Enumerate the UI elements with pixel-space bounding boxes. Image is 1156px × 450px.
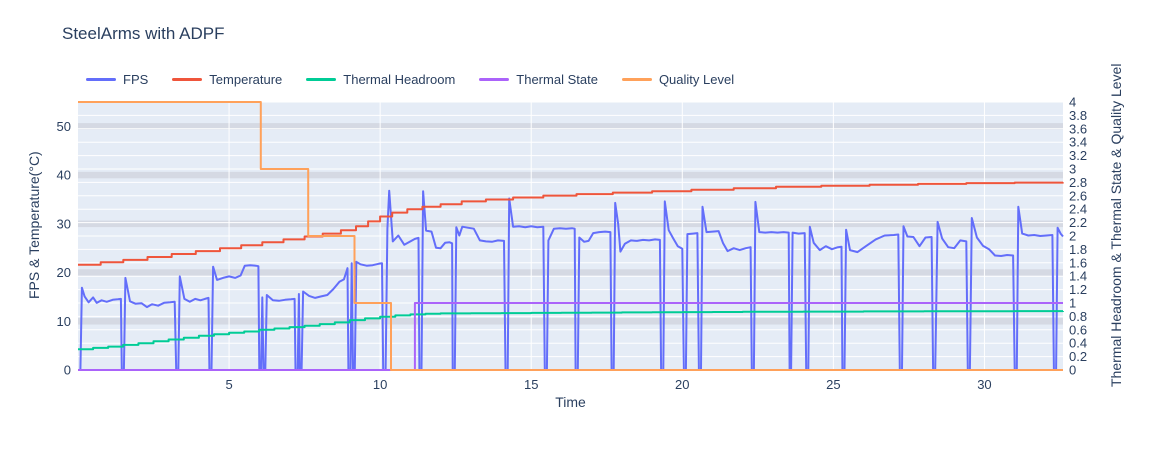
series-temperature-line — [78, 181, 1064, 266]
y-left-tick-label: 10 — [57, 314, 71, 329]
legend-line-swatch — [621, 78, 652, 81]
x-tick-label: 15 — [524, 377, 538, 392]
y-right-tick-label: 3.8 — [1069, 108, 1087, 123]
y-left-tick-label: 30 — [57, 216, 71, 231]
x-tick-label: 25 — [826, 377, 840, 392]
legend-label: Temperature — [209, 72, 283, 87]
x-tick-label: 20 — [675, 377, 689, 392]
legend-label: Thermal Headroom — [343, 72, 456, 87]
y-right-tick-label: 3.6 — [1069, 121, 1087, 136]
legend-item-temperature[interactable]: Temperature — [172, 72, 282, 87]
series-thermal-headroom-line — [78, 310, 1064, 351]
y-right-tick-label: 1.8 — [1069, 242, 1087, 257]
y-right-tick-label: 1.4 — [1069, 269, 1087, 284]
y-right-tick-label: 3.4 — [1069, 135, 1087, 150]
shade-band — [78, 220, 1063, 228]
legend: FPS Temperature Thermal Headroom Thermal St… — [86, 72, 734, 87]
shade-band — [78, 318, 1063, 325]
series-quality-level-line — [78, 101, 1063, 371]
y-right-tick-label: 2.2 — [1069, 215, 1087, 230]
y-right-tick-label: 2.8 — [1069, 175, 1087, 190]
x-axis-title: Time — [555, 394, 586, 410]
legend-line-swatch — [306, 78, 337, 81]
legend-label: FPS — [123, 72, 149, 87]
y-right-tick-label: 3 — [1069, 162, 1076, 177]
y-right-tick-label: 1.2 — [1069, 282, 1087, 297]
y-right-tick-label: 1.6 — [1069, 255, 1087, 270]
chart-title: SteelArms with ADPF — [62, 24, 225, 43]
y-left-tick-label: 20 — [57, 265, 71, 280]
legend-item-thermal-state[interactable]: Thermal State — [479, 72, 598, 87]
legend-line-swatch — [172, 78, 203, 81]
y-left-tick-label: 40 — [57, 168, 71, 183]
y-right-tick-label: 0.6 — [1069, 322, 1087, 337]
y-right-tick-label: 0.4 — [1069, 336, 1087, 351]
y-axis-right-title: Thermal Headroom & Thermal State & Quali… — [1108, 63, 1124, 387]
legend-label: Thermal State — [516, 72, 598, 87]
shade-band — [78, 269, 1063, 276]
shade-band — [78, 123, 1063, 130]
y-right-tick-label: 0 — [1069, 363, 1076, 378]
legend-item-fps[interactable]: FPS — [86, 72, 148, 87]
x-tick-label: 5 — [225, 377, 232, 392]
legend-item-thermal-headroom[interactable]: Thermal Headroom — [306, 72, 455, 87]
y-right-tick-label: 0.8 — [1069, 309, 1087, 324]
y-right-tick-label: 2.6 — [1069, 188, 1087, 203]
y-right-tick-label: 1 — [1069, 296, 1076, 311]
y-right-tick-label: 2 — [1069, 229, 1076, 244]
series-fps-line — [78, 189, 1064, 371]
x-tick-label: 30 — [977, 377, 991, 392]
y-right-tick-label: 0.2 — [1069, 349, 1087, 364]
legend-item-quality-level[interactable]: Quality Level — [621, 72, 735, 87]
y-right-tick-label: 4 — [1069, 95, 1076, 110]
y-right-tick-label: 3.2 — [1069, 148, 1087, 163]
legend-label: Quality Level — [658, 72, 735, 87]
x-tick-label: 10 — [373, 377, 387, 392]
shade-band — [78, 171, 1063, 179]
legend-line-swatch — [86, 78, 116, 81]
legend-line-swatch — [479, 78, 510, 81]
y-left-tick-label: 0 — [64, 363, 71, 378]
y-right-tick-label: 2.4 — [1069, 202, 1087, 217]
y-left-tick-label: 50 — [57, 119, 71, 134]
series-thermal-state-line — [78, 302, 1063, 371]
y-axis-left-title: FPS & Temperature(°C) — [26, 151, 42, 299]
